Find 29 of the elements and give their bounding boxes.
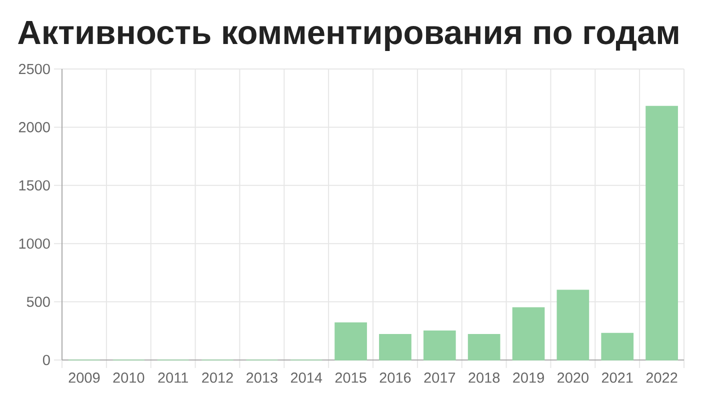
x-tick-label: 2019 [513, 372, 544, 383]
y-tick-label: 2500 [18, 64, 50, 74]
x-tick-label: 2020 [558, 372, 588, 383]
x-tick-label: 2018 [468, 372, 500, 383]
x-tick-label: 2009 [68, 372, 100, 383]
y-tick-label: 1500 [19, 180, 50, 191]
y-tick-label: 0 [42, 354, 50, 366]
x-tick-label: 2014 [290, 372, 322, 383]
y-tick-label: 2000 [18, 122, 50, 132]
x-tick-label: 2013 [246, 372, 278, 383]
bar [512, 307, 545, 360]
bar [601, 332, 634, 360]
bar [646, 106, 678, 360]
bar [468, 334, 500, 360]
bar [423, 330, 456, 360]
bar [379, 334, 412, 360]
chart-title: Активность комментирования по годам [18, 20, 678, 51]
x-tick-label: 2012 [202, 372, 233, 383]
x-tick-label: 2011 [158, 372, 188, 383]
x-tick-label: 2015 [335, 372, 366, 383]
x-tick-label: 2022 [646, 372, 678, 383]
x-tick-label: 2016 [380, 372, 411, 383]
x-tick-label: 2017 [424, 372, 456, 383]
bar [334, 322, 367, 360]
bar [556, 290, 590, 360]
x-tick-label: 2010 [113, 372, 144, 383]
x-tick-label: 2021 [602, 372, 633, 383]
y-tick-label: 500 [26, 296, 50, 307]
y-tick-label: 1000 [19, 238, 50, 249]
